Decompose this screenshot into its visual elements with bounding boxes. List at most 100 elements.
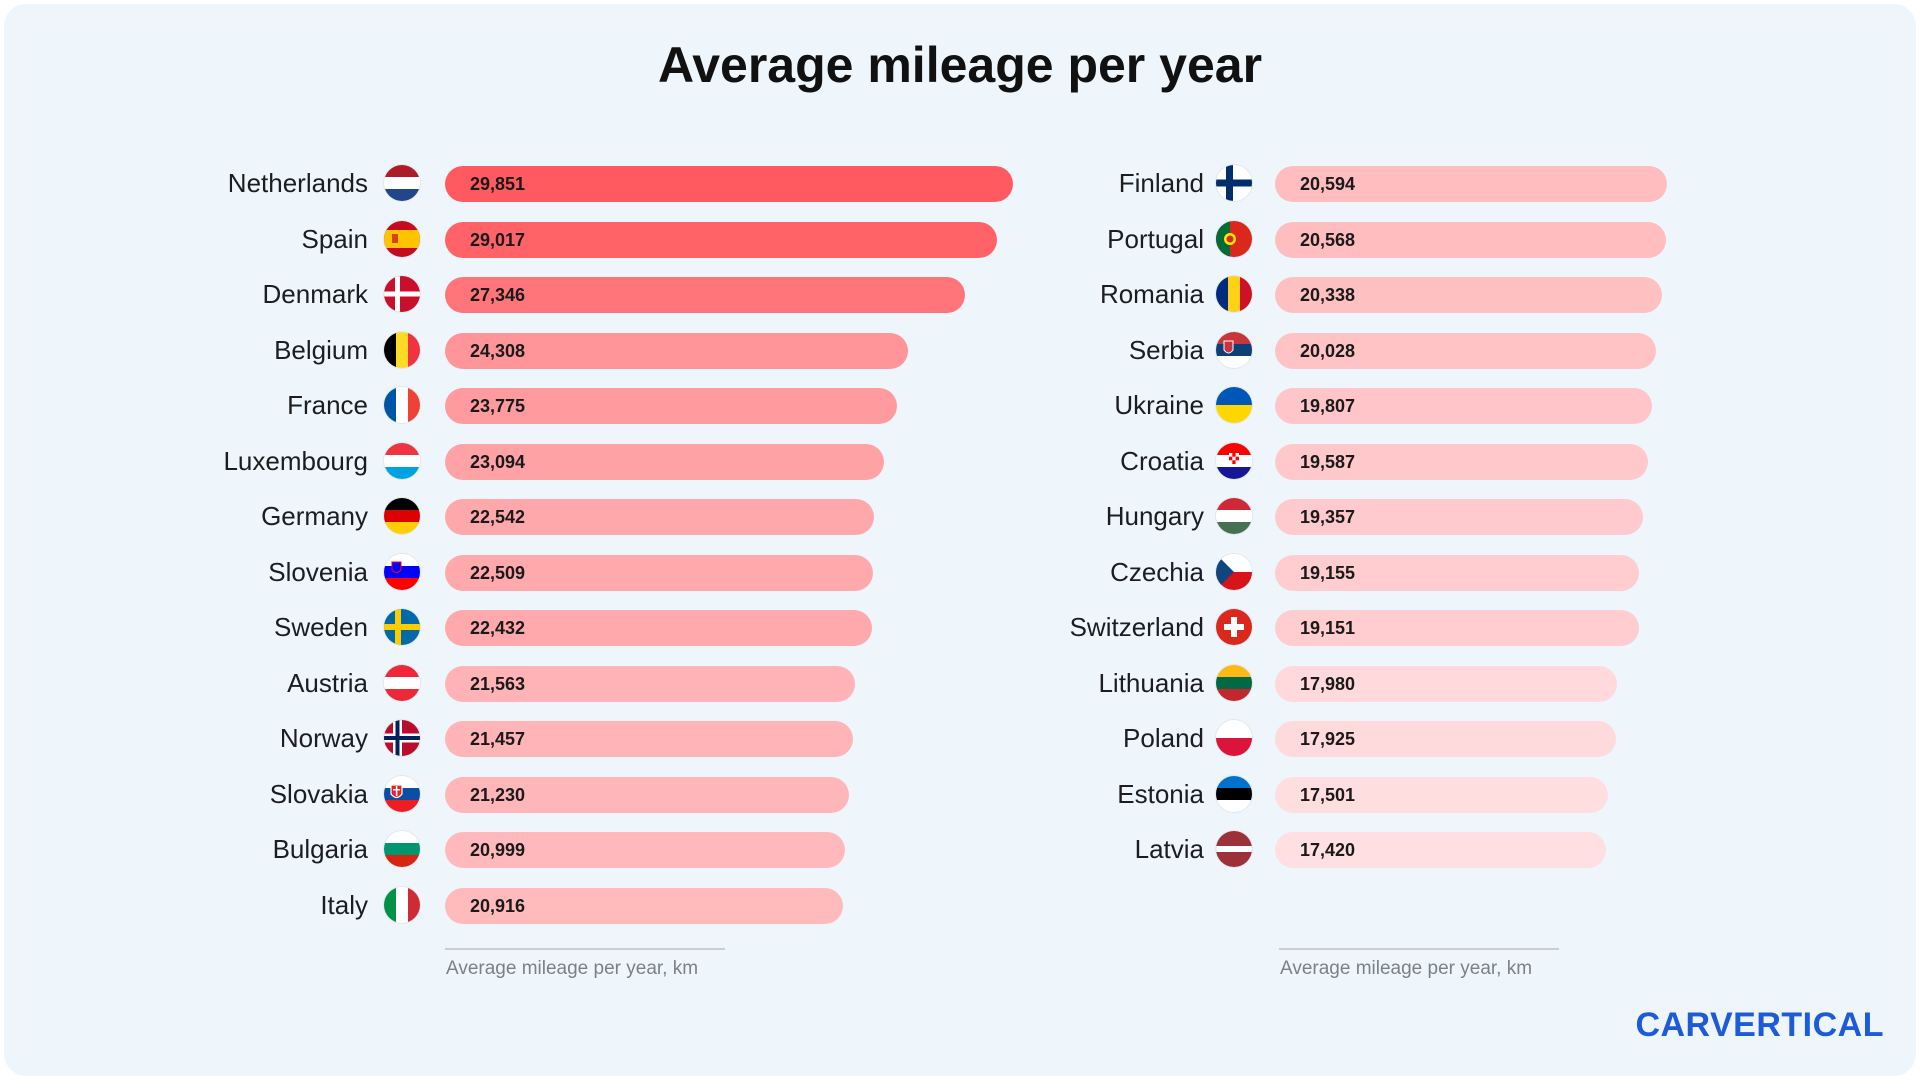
bar (445, 610, 872, 646)
ch-flag-icon (1216, 609, 1252, 645)
bar-value-label: 23,094 (470, 452, 526, 472)
bar-value-label: 20,028 (1300, 341, 1356, 361)
lt-flag-icon (1216, 665, 1252, 701)
country-label: Slovenia (268, 557, 368, 587)
country-label: Portugal (1107, 224, 1204, 254)
country-label: Ukraine (1114, 390, 1204, 420)
de-flag-icon (384, 498, 420, 534)
pl-flag-icon (1216, 720, 1252, 756)
bar (445, 166, 1013, 202)
hr-flag-icon (1216, 443, 1252, 479)
left-axis-line (445, 948, 725, 950)
country-label: Austria (287, 668, 368, 698)
bar-value-label: 20,916 (470, 896, 526, 916)
bar-value-label: 24,308 (470, 341, 526, 361)
fi-flag-icon (1216, 165, 1252, 201)
country-label: Netherlands (227, 168, 368, 198)
country-label: Latvia (1134, 834, 1204, 864)
bar (445, 222, 997, 258)
bar (1275, 721, 1616, 757)
country-label: Switzerland (1069, 612, 1204, 642)
bar (445, 832, 845, 868)
bar-value-label: 20,594 (1300, 174, 1356, 194)
bar (445, 333, 908, 369)
country-label: Sweden (274, 612, 368, 642)
lu-flag-icon (384, 443, 420, 479)
bar (1275, 499, 1643, 535)
bar (445, 444, 884, 480)
nl-flag-icon (384, 165, 420, 201)
country-label: Bulgaria (272, 834, 368, 864)
hu-flag-icon (1216, 498, 1252, 534)
bar-value-label: 19,807 (1300, 396, 1356, 416)
bar (445, 499, 874, 535)
ro-flag-icon (1216, 276, 1252, 312)
bar (1275, 388, 1652, 424)
bar (1275, 166, 1667, 202)
chart-title: Average mileage per year (657, 37, 1263, 93)
country-label: Germany (261, 501, 368, 531)
bar-value-label: 17,925 (1300, 729, 1356, 749)
bar-value-label: 20,999 (470, 840, 526, 860)
bar-value-label: 29,017 (470, 230, 526, 250)
cz-flag-icon (1216, 554, 1252, 590)
bar-value-label: 22,432 (470, 618, 526, 638)
bar (445, 777, 849, 813)
bar (1275, 222, 1666, 258)
country-label: Lithuania (1098, 668, 1204, 698)
bar (1275, 666, 1617, 702)
bar-value-label: 29,851 (470, 174, 526, 194)
country-label: Hungary (1105, 501, 1204, 531)
bar (1275, 777, 1608, 813)
bar-value-label: 22,542 (470, 507, 526, 527)
si-flag-icon (384, 554, 420, 590)
bar-value-label: 19,155 (1300, 563, 1356, 583)
country-label: Belgium (274, 335, 368, 365)
bar-value-label: 22,509 (470, 563, 526, 583)
bar-value-label: 19,151 (1300, 618, 1356, 638)
bar (445, 666, 855, 702)
bar-value-label: 27,346 (470, 285, 526, 305)
at-flag-icon (384, 665, 420, 701)
bar-value-label: 20,568 (1300, 230, 1356, 250)
bar-value-label: 21,457 (470, 729, 526, 749)
pt-flag-icon (1216, 221, 1252, 257)
bar-value-label: 20,338 (1300, 285, 1356, 305)
country-label: Serbia (1128, 335, 1204, 365)
bar (445, 888, 843, 924)
right-axis-line (1279, 948, 1559, 950)
sk-flag-icon (384, 776, 420, 812)
bar (1275, 277, 1662, 313)
left-axis-label: Average mileage per year, km (446, 958, 699, 979)
country-label: France (287, 390, 368, 420)
bar-value-label: 21,230 (470, 785, 526, 805)
bar (1275, 333, 1656, 369)
carvertical-logo: CARVERTICAL (1635, 1006, 1884, 1044)
fr-flag-icon (384, 387, 420, 423)
bar (445, 388, 897, 424)
lv-flag-icon (1216, 831, 1252, 867)
country-label: Slovakia (269, 779, 368, 809)
country-label: Romania (1099, 279, 1204, 309)
be-flag-icon (384, 332, 420, 368)
bar-value-label: 17,420 (1300, 840, 1356, 860)
bar (1275, 555, 1639, 591)
bg-flag-icon (384, 831, 420, 867)
country-label: Italy (320, 890, 368, 920)
dk-flag-icon (384, 276, 420, 312)
bar-value-label: 19,587 (1300, 452, 1356, 472)
country-label: Norway (279, 723, 368, 753)
country-label: Estonia (1117, 779, 1204, 809)
country-label: Croatia (1120, 446, 1204, 476)
ee-flag-icon (1216, 776, 1252, 812)
bar-value-label: 17,501 (1300, 785, 1356, 805)
bar (445, 721, 853, 757)
bar-value-label: 21,563 (470, 674, 526, 694)
country-label: Poland (1123, 723, 1204, 753)
country-label: Czechia (1110, 557, 1204, 587)
bar (445, 555, 873, 591)
country-label: Finland (1118, 168, 1204, 198)
bar (1275, 444, 1648, 480)
bar (1275, 832, 1606, 868)
